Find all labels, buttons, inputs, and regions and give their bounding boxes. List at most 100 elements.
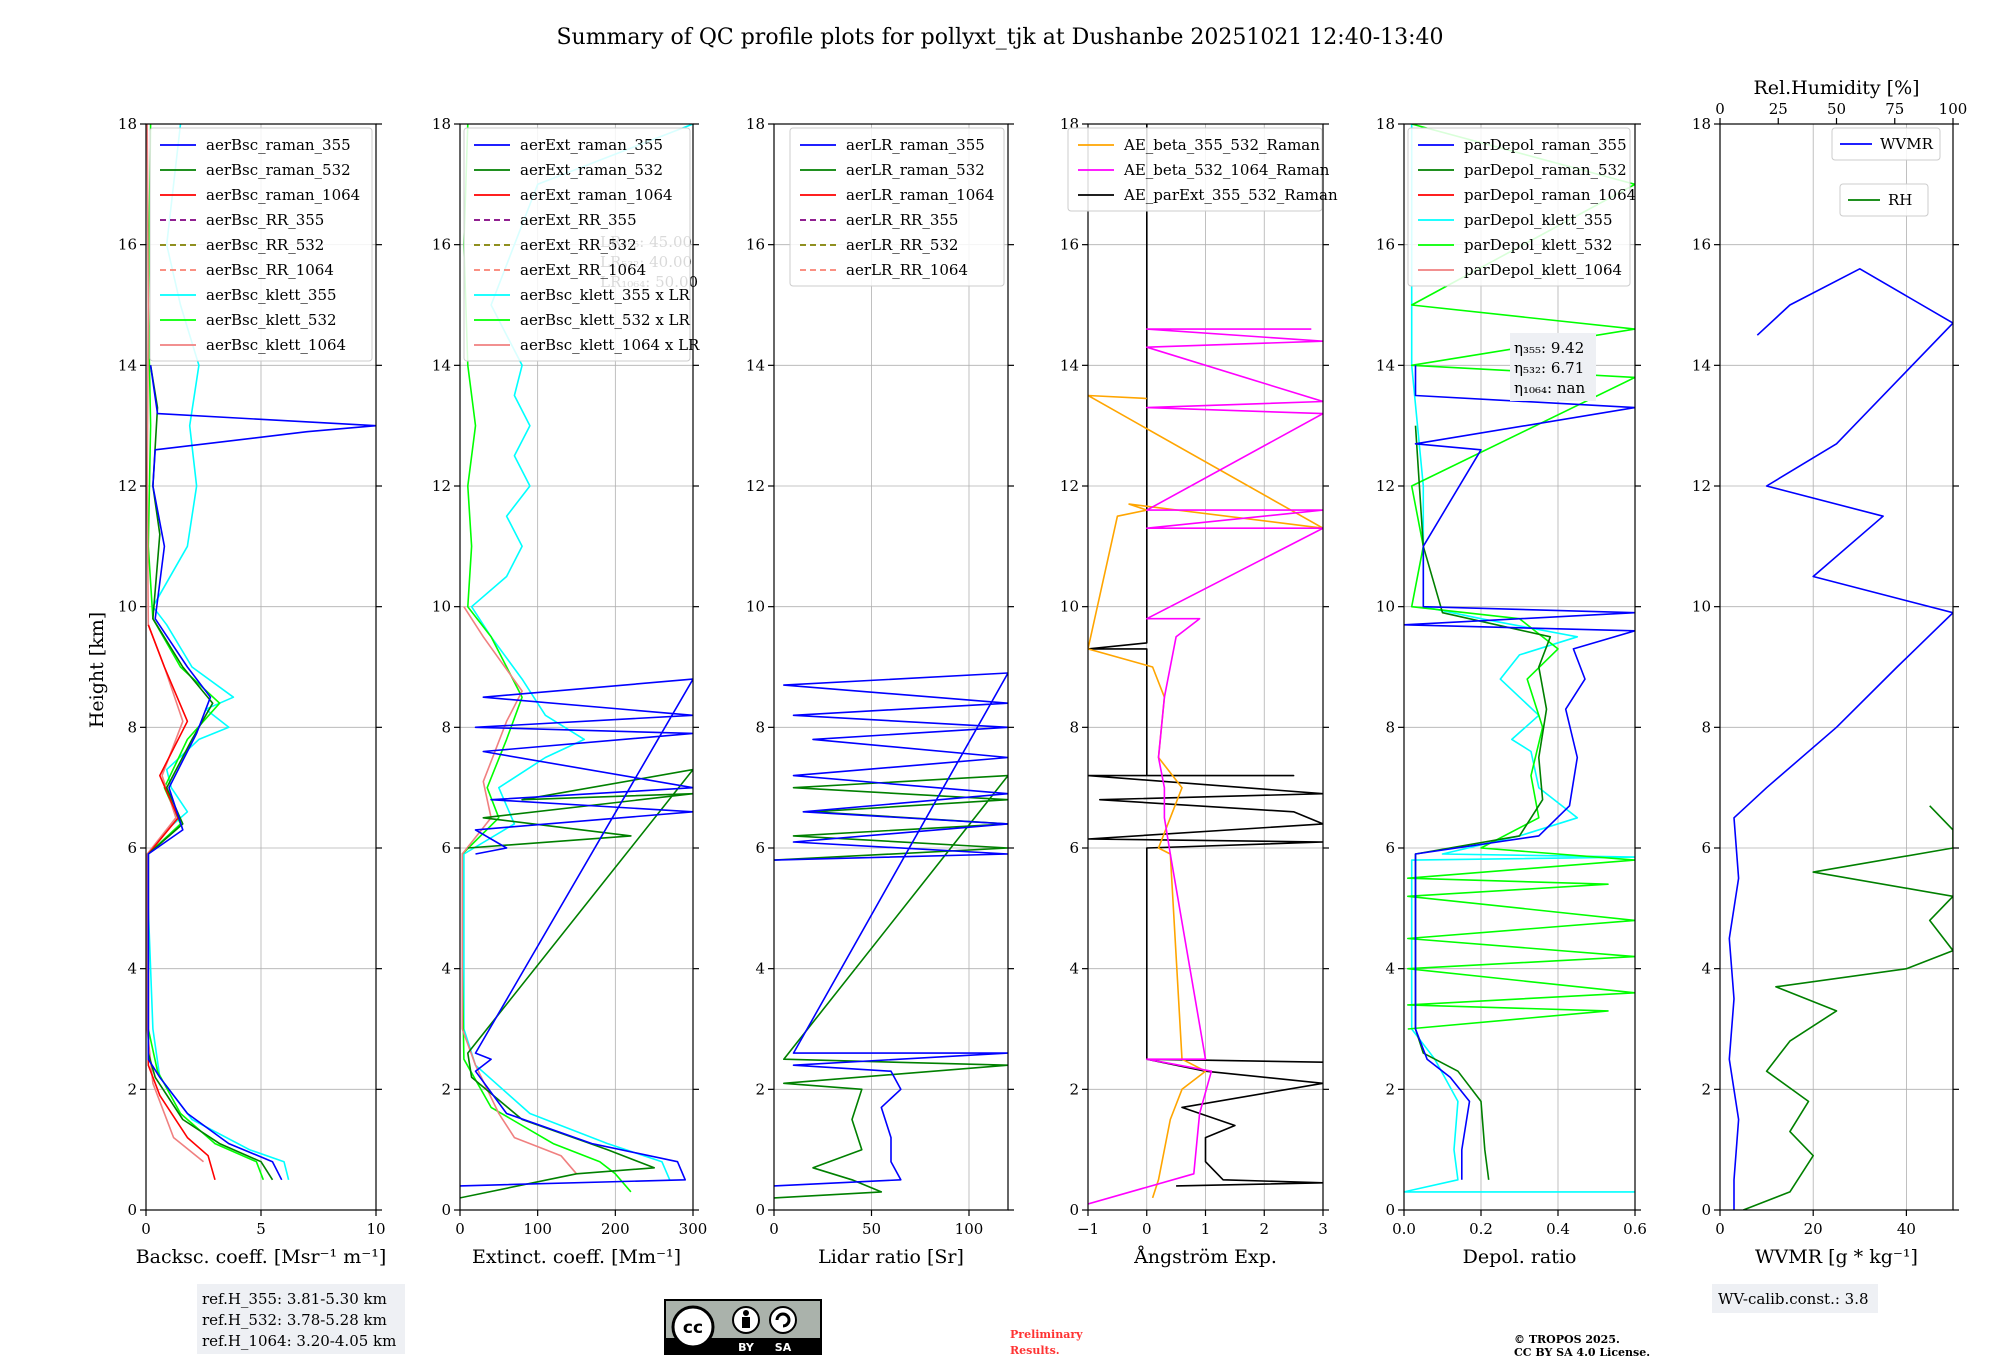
y-tick-label: 2 [1701,1080,1711,1098]
axes-frame [459,123,694,1211]
y-tick-label: 16 [1376,236,1395,254]
y-tick-label: 2 [755,1080,765,1098]
series-group [1728,268,1953,1210]
series-group [146,124,376,1181]
x-tick-label: 1 [1201,1220,1211,1238]
x-tick-label: 100 [523,1220,552,1238]
legend-label: parDepol_klett_1064 [1464,261,1622,279]
legend-label: parDepol_raman_532 [1464,161,1627,179]
y-tick-label: 4 [1069,960,1079,978]
copyright-line-1: © TROPOS 2025. [1514,1333,1620,1346]
cc-icon [671,1305,715,1349]
y-tick-label: 8 [441,718,451,736]
legend-label: aerExt_RR_1064 [520,261,646,279]
legend-label: aerLR_RR_532 [846,236,958,254]
sa-label: SA [775,1341,792,1354]
series-group [1088,124,1323,1205]
legend-label: AE_beta_355_532_Raman [1123,136,1320,154]
ref-height-1064: ref.H_1064: 3.20-4.05 km [202,1332,396,1350]
legend-label: aerBsc_klett_355 [206,286,337,304]
y-tick-label: 8 [1069,718,1079,736]
cc-license-badge: cc BY SA [664,1299,822,1355]
x-tick-label: 0.6 [1623,1220,1647,1238]
y-tick-label: 14 [118,356,137,374]
legend-label: aerExt_RR_532 [520,236,637,254]
legend-label: parDepol_klett_355 [1464,211,1613,229]
y-tick-label: 0 [755,1201,765,1219]
series-aerExt_raman_355 [460,678,693,1187]
series-aerBsc_raman_355 [147,365,376,1181]
x-tick-label: 0 [1715,1220,1725,1238]
x-axis-label: Depol. ratio [1463,1246,1577,1268]
series-group [460,124,693,1199]
y-tick-label: 6 [1385,839,1395,857]
x-axis-label: Backsc. coeff. [Msr⁻¹ m⁻¹] [136,1246,387,1268]
x-tick-label: 300 [679,1220,708,1238]
series-AE_beta_532_1064_Raman [1088,328,1323,1205]
y-tick-label: 12 [1376,477,1395,495]
ref-height-note: ref.H_355: 3.81-5.30 km ref.H_532: 3.78-… [197,1284,405,1354]
legend-label: aerBsc_klett_1064 [206,336,346,354]
legend-label: WVMR [1880,135,1934,153]
x-tick-label: 3 [1318,1220,1328,1238]
panel-backscatter: 0 2 4 6 8 10 12 14 16 18 0 5 10 Backsc. coeff. [Msr⁻¹… [118,115,386,1268]
share-alike-icon [769,1306,797,1334]
y-tick-label: 6 [1069,839,1079,857]
y-tick-label: 4 [127,960,137,978]
y-tick-label: 14 [746,356,765,374]
figure-title: Summary of QC profile plots for pollyxt_… [556,25,1443,50]
y-tick-label: 6 [1701,839,1711,857]
top-x-tick-label: 50 [1827,100,1846,118]
y-tick-label: 18 [118,115,137,133]
series-aerLR_raman_355 [774,672,1008,1187]
legend-label: aerLR_raman_532 [846,161,985,179]
eta-value: η₁₀₆₄: nan [1514,379,1585,397]
legend-label: aerExt_raman_355 [520,136,663,154]
y-tick-label: 0 [1069,1201,1079,1219]
legend-label: aerBsc_RR_1064 [206,261,334,279]
preliminary-line-1: Preliminary [1010,1328,1083,1341]
legend-label: aerBsc_raman_1064 [206,186,360,204]
y-tick-label: 18 [1376,115,1395,133]
x-tick-label: 200 [601,1220,630,1238]
y-tick-label: 14 [1692,356,1711,374]
y-tick-label: 0 [127,1201,137,1219]
legend: aerLR_raman_355 aerLR_raman_532 aerLR_rama… [789,127,1005,287]
x-tick-label: 20 [1804,1220,1823,1238]
top-x-tick-label: 25 [1769,100,1788,118]
y-tick-label: 10 [1060,598,1079,616]
x-axis-label: WVMR [g * kg⁻¹] [1755,1246,1918,1268]
x-tick-label: 2 [1259,1220,1269,1238]
y-tick-label: 2 [127,1080,137,1098]
legend-label: AE_beta_532_1064_Raman [1123,161,1330,179]
series-parDepol_raman_355 [1404,365,1635,1180]
x-tick-label: 0 [141,1220,151,1238]
y-tick-label: 8 [1385,718,1395,736]
panel-extinction: 0 2 4 6 8 10 12 14 16 18 0 100 200 300 Extinct. coeff.… [432,115,707,1268]
preliminary-line-2: Results. [1010,1344,1060,1357]
series-AE_parExt_355_532_Raman [1088,124,1323,1187]
copyright-line-2: CC BY SA 4.0 License. [1514,1346,1650,1359]
legend-label: aerLR_raman_355 [846,136,985,154]
x-tick-label: 0 [1142,1220,1152,1238]
legend: aerBsc_raman_355 aerBsc_raman_532 aerBsc_r… [149,127,373,362]
series-aerBsc_klett_1064 x LR [461,606,578,1175]
legend-label: aerExt_RR_355 [520,211,637,229]
x-axis-label: Lidar ratio [Sr] [818,1246,964,1268]
y-tick-label: 4 [1385,960,1395,978]
y-tick-label: 14 [1060,356,1079,374]
panel-depol: 0 2 4 6 8 10 12 14 16 18 0.0 0.2 0.4 0.6 Depol. ratio p… [1376,115,1647,1268]
panel-lidar_ratio: 0 2 4 6 8 10 12 14 16 18 0 50 100 Lidar ratio [Sr] aer… [746,115,1014,1268]
y-tick-label: 0 [1385,1201,1395,1219]
y-tick-label: 18 [746,115,765,133]
y-tick-label: 14 [432,356,451,374]
legend-label: RH [1888,191,1912,209]
y-tick-label: 10 [1376,598,1395,616]
y-axis-label: Height [km] [86,612,108,728]
series-WVMR [1728,268,1953,1210]
y-tick-label: 10 [746,598,765,616]
y-tick-label: 16 [746,236,765,254]
wv-calib-const: WV-calib.const.: 3.8 [1718,1290,1869,1308]
y-tick-label: 2 [441,1080,451,1098]
legend-label: aerExt_raman_532 [520,161,663,179]
